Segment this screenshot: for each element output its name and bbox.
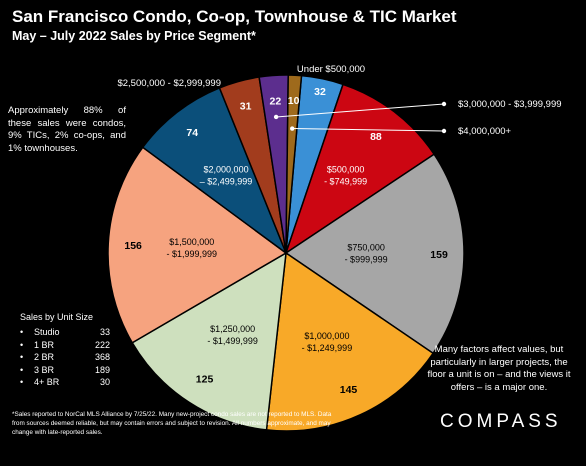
slice-category-label: - $1,249,999: [302, 343, 353, 353]
slice-category-label: $1,500,000: [169, 237, 214, 247]
unit-bullet: •: [20, 339, 24, 350]
unit-bullet: •: [20, 364, 24, 375]
slice-value-label: 156: [124, 240, 142, 252]
slice-category-label: - $1,499,999: [207, 336, 258, 346]
unit-size-list: • Studio 33 • 1 BR 222 • 2 BR 368 • 3 BR…: [20, 326, 110, 389]
slice-value-label: 159: [430, 249, 448, 261]
slice-value-label: 32: [314, 86, 326, 98]
slice-value-label: 22: [270, 95, 282, 107]
unit-bullet: •: [20, 377, 24, 388]
leader-dot: [273, 114, 279, 120]
views-note: Many factors affect values, but particul…: [427, 344, 571, 393]
unit-size-row: • 4+ BR 30: [20, 376, 110, 389]
slice-category-label: $500,000: [327, 164, 365, 174]
compass-logo: COMPASS: [440, 411, 562, 432]
slice-category-label: - $999,999: [345, 254, 388, 264]
slice-category-label: Under $500,000: [297, 64, 365, 75]
slice-category-label: $1,000,000: [304, 331, 349, 341]
unit-size-row: • Studio 33: [20, 326, 110, 339]
leader-dot: [441, 128, 447, 134]
leader-dot: [441, 101, 447, 107]
unit-bullet: •: [20, 352, 24, 363]
slice-category-label: - $1,999,999: [167, 249, 218, 259]
slice-category-label: $2,500,000 - $2,999,999: [117, 78, 221, 89]
unit-value: 30: [99, 377, 110, 388]
slice-value-label: 88: [370, 131, 382, 143]
unit-size-row: • 1 BR 222: [20, 339, 110, 352]
unit-size-row: • 2 BR 368: [20, 351, 110, 364]
chart-title: San Francisco Condo, Co-op, Townhouse & …: [12, 7, 457, 26]
pie-slice: [284, 153, 465, 355]
leader-dot: [290, 126, 295, 131]
unit-value: 222: [94, 339, 110, 350]
slice-value-label: 145: [340, 384, 358, 396]
slice-category-label: $4,000,000+: [458, 126, 512, 137]
pie-slice: [265, 251, 435, 432]
chart-subtitle: May – July 2022 Sales by Price Segment*: [12, 29, 256, 43]
pie-slice: [107, 146, 288, 344]
unit-label: 1 BR: [34, 339, 55, 350]
unit-label: Studio: [34, 327, 60, 337]
slice-category-label: $750,000: [347, 242, 385, 252]
unit-value: 33: [99, 327, 110, 337]
slice-category-label: $1,250,000: [210, 324, 255, 334]
unit-size-row: • 3 BR 189: [20, 364, 110, 377]
slice-category-label: – $2,499,999: [200, 177, 253, 187]
slice-category-label: $2,000,000: [204, 165, 249, 175]
footnote: *Sales reported to NorCal MLS Alliance b…: [12, 411, 332, 436]
unit-label: 3 BR: [34, 364, 55, 375]
slice-value-label: 10: [288, 95, 300, 107]
slice-category-label: - $749,999: [324, 176, 367, 186]
pie-slice: [131, 251, 287, 431]
unit-bullet: •: [20, 327, 24, 337]
unit-value: 189: [94, 364, 110, 375]
leader-line: [292, 128, 445, 132]
pie-slice: [284, 83, 436, 255]
slice-value-label: 125: [196, 373, 214, 385]
leader-line: [276, 103, 445, 118]
slice-category-label: $3,000,000 - $3,999,999: [458, 99, 562, 110]
pie-slice: [285, 74, 303, 254]
unit-value: 368: [94, 352, 110, 363]
property-type-note: Approximately 88% of these sales were co…: [8, 105, 126, 154]
slice-value-label: 74: [186, 127, 198, 139]
pie-slice: [141, 86, 288, 256]
slice-value-label: 31: [240, 100, 252, 112]
unit-label: 2 BR: [34, 352, 55, 363]
unit-size-title: Sales by Unit Size: [20, 312, 94, 322]
unit-label: 4+ BR: [34, 377, 60, 388]
